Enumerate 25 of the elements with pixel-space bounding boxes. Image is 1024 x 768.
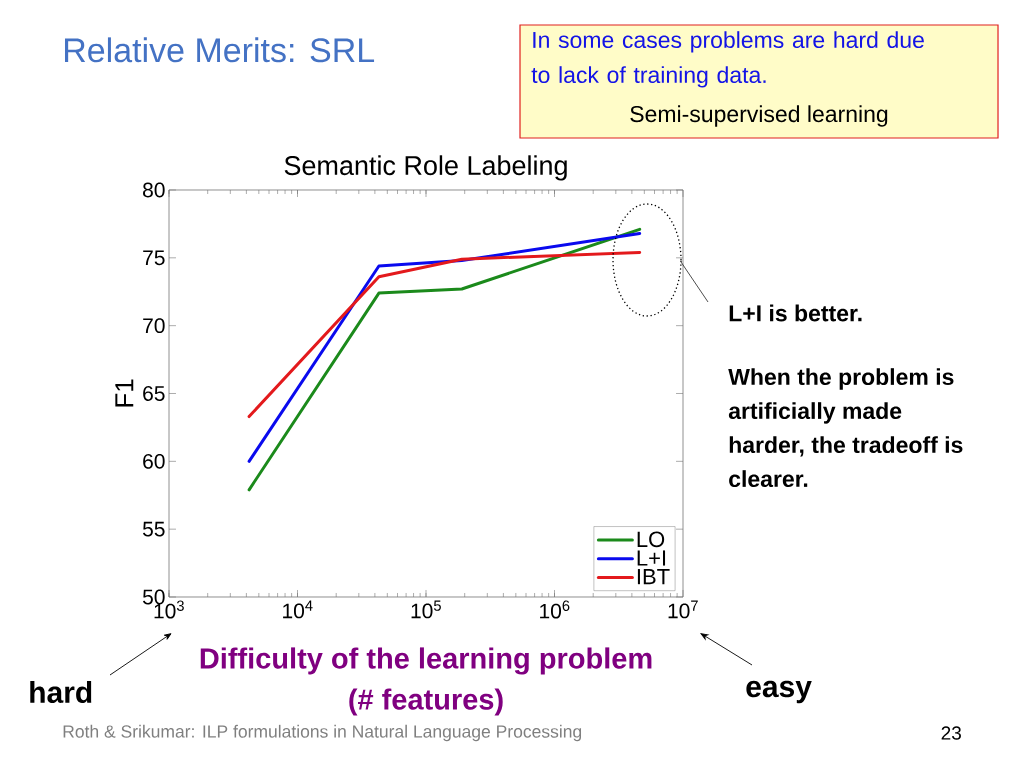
legend-label: LO [637, 531, 665, 548]
chart-subtitle: Semantic Role Labeling [284, 155, 567, 181]
chart-title: Relative Merits: SRL [64, 37, 375, 63]
text: Roth & Srikumar: ILP formulations in Natural Language Processing [63, 724, 582, 742]
y-tick-label: 75 [143, 250, 165, 266]
y-tick-label: 55 [142, 521, 165, 537]
text: 23 [941, 726, 961, 740]
x-tick-label: 10$^{4}$ [283, 600, 313, 619]
legend-label: IBT [637, 569, 670, 585]
text: hard [30, 680, 92, 704]
legend-label: L+I [637, 550, 666, 566]
text: easy [746, 680, 812, 704]
y-tick-label: 65 [143, 386, 165, 401]
x-tick-label: 10$^{7}$ [668, 600, 698, 619]
text: L+I is better. [729, 304, 862, 322]
y-tick-label: 80 [143, 182, 165, 198]
y-tick-label: 70 [143, 318, 165, 334]
text: Semi-supervised learning [630, 105, 888, 127]
y-tick-label: 60 [143, 453, 165, 469]
x-tick-label: 10$^{5}$ [411, 600, 441, 619]
x-axis-title: Difficulty of the learning problem (# features) [200, 647, 652, 716]
x-tick-label: 10$^{6}$ [540, 600, 570, 619]
y-axis-title: F1 [115, 379, 134, 407]
text: When the problem is artificially made harder, the tradeoff is clearer. [728, 368, 963, 488]
text: In some cases problems are hard due to lack of training data. [531, 31, 924, 88]
